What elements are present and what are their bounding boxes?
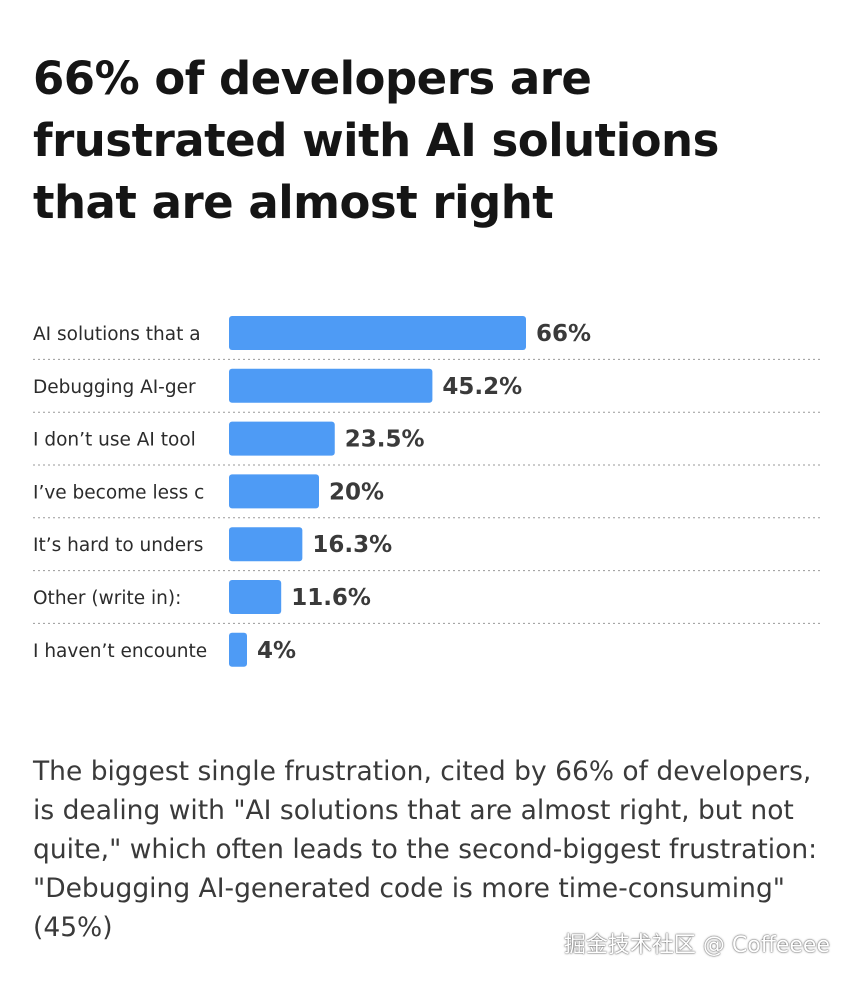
watermark: 掘金技术社区 @ Coffeeee: [563, 933, 830, 958]
bar-chart: AI solutions that a 66% Debugging AI-ger 45…: [33, 316, 820, 667]
value-label: 20%: [329, 479, 384, 505]
value-label: 16.3%: [312, 532, 392, 558]
chart-title: 66% of developers are frustrated with AI…: [33, 52, 719, 229]
bar: [229, 632, 247, 667]
bar: [229, 421, 335, 456]
bar-row: Other (write in): 11.6%: [33, 580, 820, 624]
bar-row: I’ve become less c 20%: [33, 474, 820, 519]
value-label: 11.6%: [291, 585, 371, 611]
value-label: 45.2%: [442, 374, 522, 400]
bar-row: Debugging AI-ger 45.2%: [33, 368, 820, 413]
category-label: AI solutions that a: [33, 324, 201, 345]
value-label: 66%: [536, 321, 591, 347]
category-label: Debugging AI-ger: [33, 377, 196, 398]
category-label: It’s hard to unders: [33, 535, 203, 556]
bar: [229, 316, 526, 350]
bar: [229, 368, 433, 403]
bar-row: It’s hard to unders 16.3%: [33, 527, 820, 572]
value-label: 4%: [257, 638, 296, 664]
bar-row: I don’t use AI tool 23.5%: [33, 421, 820, 466]
bar: [229, 527, 303, 562]
bar: [229, 580, 282, 614]
category-label: Other (write in):: [33, 588, 181, 609]
category-label: I don’t use AI tool: [33, 430, 196, 451]
value-label: 23.5%: [345, 427, 425, 453]
category-label: I’ve become less c: [33, 482, 204, 503]
bar-row: I haven’t encounte 4%: [33, 632, 296, 667]
bar: [229, 474, 319, 509]
chart-description: The biggest single frustration, cited by…: [33, 756, 818, 943]
category-label: I haven’t encounte: [33, 641, 207, 662]
bar-row: AI solutions that a 66%: [33, 316, 820, 360]
